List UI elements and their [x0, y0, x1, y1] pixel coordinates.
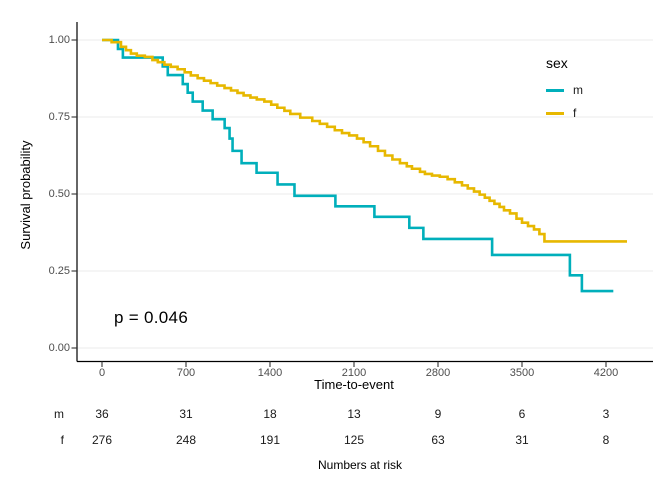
legend-swatch-m — [546, 88, 564, 92]
x-tick-label: 2100 — [341, 367, 367, 379]
risk-row-label-m: m — [54, 407, 64, 421]
y-axis-title: Survival probability — [18, 140, 33, 250]
p-value-annotation: p = 0.046 — [114, 308, 189, 328]
risk-value: 13 — [347, 407, 361, 421]
risk-value: 9 — [434, 407, 442, 421]
y-tick-label: 0.50 — [48, 187, 70, 200]
risk-value: 18 — [263, 407, 277, 421]
risk-value: 36 — [95, 407, 109, 421]
legend-title: sex — [546, 55, 568, 71]
risk-value: 6 — [518, 407, 526, 421]
legend-label-m: m — [573, 83, 583, 97]
y-tick-label: 0.75 — [48, 110, 70, 123]
x-tick-label: 0 — [98, 367, 106, 379]
risk-value: 276 — [91, 433, 113, 447]
y-tick-label: 0.00 — [48, 341, 70, 354]
risk-value: 8 — [602, 433, 610, 447]
x-tick-label: 4200 — [593, 367, 619, 379]
legend-item-f: f — [546, 106, 576, 120]
x-tick-label: 2800 — [425, 367, 451, 379]
x-axis-title: Time-to-event — [314, 377, 394, 392]
risk-value: 63 — [431, 433, 445, 447]
risk-table-caption: Numbers at risk — [317, 458, 403, 472]
risk-value: 31 — [179, 407, 193, 421]
legend-swatch-f — [546, 111, 564, 115]
survival-curve-m — [102, 38, 614, 293]
x-tick-label: 700 — [176, 367, 196, 379]
risk-value: 3 — [602, 407, 610, 421]
y-tick-label: 1.00 — [48, 33, 70, 46]
survival-curve-f — [102, 38, 627, 243]
risk-row-label-f: f — [60, 433, 64, 447]
risk-value: 191 — [259, 433, 281, 447]
risk-value: 31 — [515, 433, 529, 447]
risk-value: 125 — [343, 433, 365, 447]
x-tick-label: 3500 — [509, 367, 535, 379]
legend-item-m: m — [546, 83, 583, 97]
x-tick-label: 1400 — [257, 367, 283, 379]
risk-value: 248 — [175, 433, 197, 447]
y-tick-label: 0.25 — [48, 264, 70, 277]
legend-label-f: f — [573, 106, 577, 120]
